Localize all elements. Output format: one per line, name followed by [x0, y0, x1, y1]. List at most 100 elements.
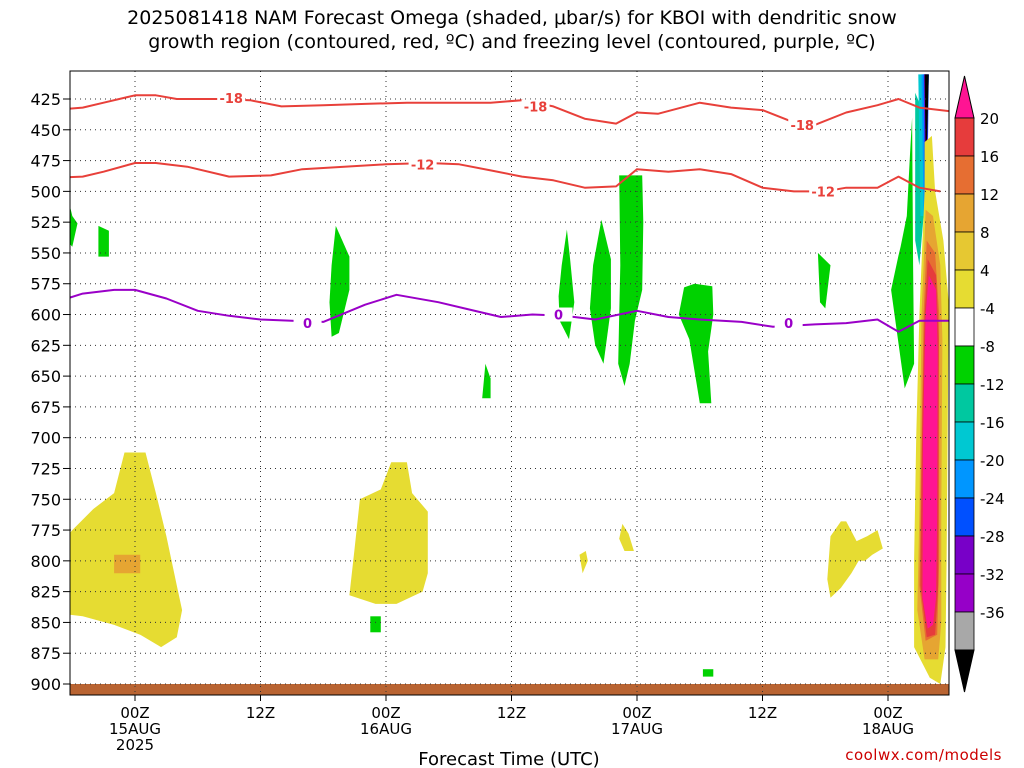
- omega-region-17: [924, 74, 929, 155]
- y-tick-label-3: 500: [30, 182, 61, 201]
- chart-title-line2: growth region (contoured, red, ºC) and f…: [148, 31, 876, 53]
- contour-label-0-0: -18: [219, 92, 243, 107]
- chart-grid: [70, 71, 949, 695]
- y-tick-label-8: 625: [30, 336, 61, 355]
- colorbar-label-7: -12: [980, 376, 1005, 394]
- x-tick-label-6-0: 00Z: [873, 704, 902, 722]
- chart-title: 2025081418 NAM Forecast Omega (shaded, μ…: [0, 6, 1024, 54]
- y-tick-label-16: 825: [30, 583, 61, 602]
- colorbar-top-arrow: [954, 75, 975, 119]
- x-tick-label-2-1: 16AUG: [360, 720, 412, 738]
- ground-band: [70, 684, 949, 695]
- x-tick-label-4-0: 00Z: [622, 704, 651, 722]
- colorbar-label-10: -24: [980, 490, 1005, 508]
- omega-region-23: [827, 521, 883, 598]
- contour-label-bg: [293, 316, 322, 331]
- colorbar-swatch-8: [954, 383, 975, 423]
- x-tick-label-0-1: 15AUG: [109, 720, 161, 738]
- colorbar-label-1: 16: [980, 148, 999, 166]
- x-tick-label-6-1: 18AUG: [862, 720, 914, 738]
- y-tick-label-18: 875: [30, 644, 61, 663]
- contour-label-0-1: -18: [524, 100, 548, 115]
- omega-region-1: [98, 225, 109, 257]
- colorbar-label-2: 12: [980, 186, 999, 204]
- contour-label-bg: [774, 316, 803, 331]
- x-tick-label-0-2: 2025: [116, 736, 154, 754]
- contour-label-bg: [408, 157, 437, 172]
- omega-region-2: [329, 225, 350, 337]
- colorbar-label-11: -28: [980, 528, 1005, 546]
- y-tick-label-2: 475: [30, 152, 61, 171]
- colorbar-label-6: -8: [980, 338, 995, 356]
- colorbar-swatch-6: [954, 307, 975, 347]
- omega-shaded-regions: [70, 74, 949, 684]
- colorbar-swatch-13: [954, 573, 975, 613]
- omega-region-28: [922, 275, 938, 629]
- x-tick-label-3-0: 12Z: [497, 704, 526, 722]
- contour-label-2-0: 0: [303, 317, 312, 332]
- contour-label-1-0: -12: [411, 158, 435, 173]
- omega-region-3: [482, 363, 491, 399]
- y-tick-label-4: 525: [30, 213, 61, 232]
- colorbar-label-0: 20: [980, 110, 999, 128]
- plot-frame: [69, 70, 950, 696]
- colorbar-swatch-4: [954, 231, 975, 271]
- y-tick-label-9: 650: [30, 367, 61, 386]
- colorbar-swatch-5: [954, 269, 975, 309]
- omega-region-8: [817, 252, 831, 309]
- omega-region-12: [915, 92, 924, 266]
- colorbar-label-8: -16: [980, 414, 1005, 432]
- omega-region-9: [891, 117, 915, 389]
- x-axis-label: Forecast Time (UTC): [418, 749, 599, 768]
- ground-fill: [70, 684, 949, 695]
- colorbar-swatch-9: [954, 421, 975, 461]
- x-tick-label-5-0: 12Z: [748, 704, 777, 722]
- colorbar-label-5: -4: [980, 300, 995, 318]
- temperature-contours: -18 -18 -18 -12 -12 0 0 0: [70, 90, 949, 333]
- omega-region-11: [702, 669, 714, 677]
- colorbar-swatch-11: [954, 497, 975, 537]
- colorbar-swatch-14: [954, 611, 975, 651]
- y-tick-label-14: 775: [30, 521, 61, 540]
- contour-label-0-2: -18: [790, 119, 814, 134]
- y-tick-label-0: 425: [30, 90, 61, 109]
- y-tick-label-12: 725: [30, 459, 61, 478]
- y-tick-label-7: 600: [30, 306, 61, 325]
- y-tick-label-6: 575: [30, 275, 61, 294]
- chart-title-line1: 2025081418 NAM Forecast Omega (shaded, μ…: [127, 7, 897, 29]
- y-axis: 425 450 475 500 525 550 575 600 625 650 675 700 725 7…: [30, 90, 70, 694]
- colorbar-swatch-10: [954, 459, 975, 499]
- colorbar-label-9: -20: [980, 452, 1005, 470]
- x-tick-label-1-0: 12Z: [246, 704, 275, 722]
- colorbar-swatch-7: [954, 345, 975, 385]
- y-tick-label-13: 750: [30, 490, 61, 509]
- colorbar-label-12: -32: [980, 566, 1005, 584]
- omega-colorbar: 20 16 12 8 4 -4 -8 -12 -16 -20 -24 -28 -32 -36: [954, 75, 1005, 693]
- omega-region-10: [370, 616, 381, 633]
- x-tick-label-2-0: 00Z: [371, 704, 400, 722]
- omega-region-18: [70, 452, 183, 648]
- omega-region-19: [114, 554, 141, 574]
- contour-line-1: [70, 162, 941, 193]
- y-tick-label-15: 800: [30, 552, 61, 571]
- contour-line-2: [70, 288, 949, 333]
- omega-region-0: [70, 206, 78, 247]
- colorbar-label-13: -36: [980, 604, 1005, 622]
- contour-label-bg: [809, 184, 838, 199]
- colorbar-swatch-1: [954, 117, 975, 157]
- x-tick-label-4-1: 17AUG: [611, 720, 663, 738]
- contour-label-bg: [788, 117, 817, 132]
- x-tick-label-0-0: 00Z: [120, 704, 149, 722]
- omega-region-22: [579, 551, 588, 574]
- y-tick-label-17: 850: [30, 613, 61, 632]
- contour-label-2-2: 0: [784, 317, 793, 332]
- omega-region-20: [349, 462, 428, 604]
- colorbar-label-4: 4: [980, 262, 990, 280]
- colorbar-swatch-3: [954, 193, 975, 233]
- y-tick-label-11: 700: [30, 429, 61, 448]
- contour-label-2-1: 0: [554, 309, 563, 324]
- colorbar-swatch-2: [954, 155, 975, 195]
- colorbar-label-3: 8: [980, 224, 990, 242]
